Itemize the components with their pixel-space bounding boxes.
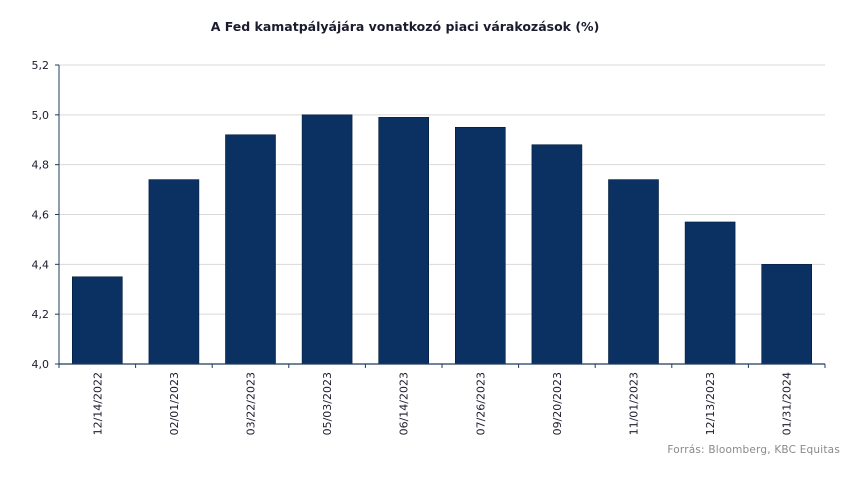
bar	[761, 264, 813, 365]
bar	[148, 179, 200, 365]
bar	[301, 114, 353, 365]
x-tick-label: 07/26/2023	[474, 372, 487, 435]
x-tick-label: 06/14/2023	[398, 372, 411, 435]
bar	[608, 179, 659, 365]
bar	[531, 144, 583, 365]
bar	[684, 221, 736, 365]
y-tick-label: 4,8	[32, 159, 50, 172]
x-tick-label: 12/13/2023	[704, 372, 717, 435]
source-note: Forrás: Bloomberg, KBC Equitas	[667, 444, 840, 456]
chart-title: A Fed kamatpályájára vonatkozó piaci vár…	[210, 19, 600, 34]
y-tick-labels: 4,0 4,2 4,4 4,6 4,8 5,0 5,2	[32, 59, 50, 371]
y-tick-label: 4,2	[32, 308, 50, 321]
axes	[55, 64, 826, 368]
bar	[72, 276, 123, 365]
x-tick-label: 09/20/2023	[551, 372, 564, 435]
x-tick-label: 02/01/2023	[168, 372, 181, 435]
bar	[378, 117, 430, 365]
y-tick-label: 5,2	[32, 59, 50, 72]
y-tick-label: 5,0	[32, 109, 50, 122]
y-tick-label: 4,6	[32, 209, 50, 222]
y-tick-label: 4,0	[32, 358, 50, 371]
x-tick-label: 03/22/2023	[245, 372, 258, 435]
x-tick-label: 05/03/2023	[321, 372, 334, 435]
x-tick-label: 11/01/2023	[628, 372, 641, 435]
bar	[225, 134, 276, 365]
bars	[72, 114, 813, 365]
x-tick-label: 01/31/2024	[781, 372, 794, 435]
x-tick-labels: 12/14/2022 02/01/2023 03/22/2023 05/03/2023…	[91, 372, 793, 435]
y-tick-label: 4,4	[32, 258, 50, 271]
bar	[454, 126, 506, 365]
x-tick-label: 12/14/2022	[91, 372, 104, 435]
